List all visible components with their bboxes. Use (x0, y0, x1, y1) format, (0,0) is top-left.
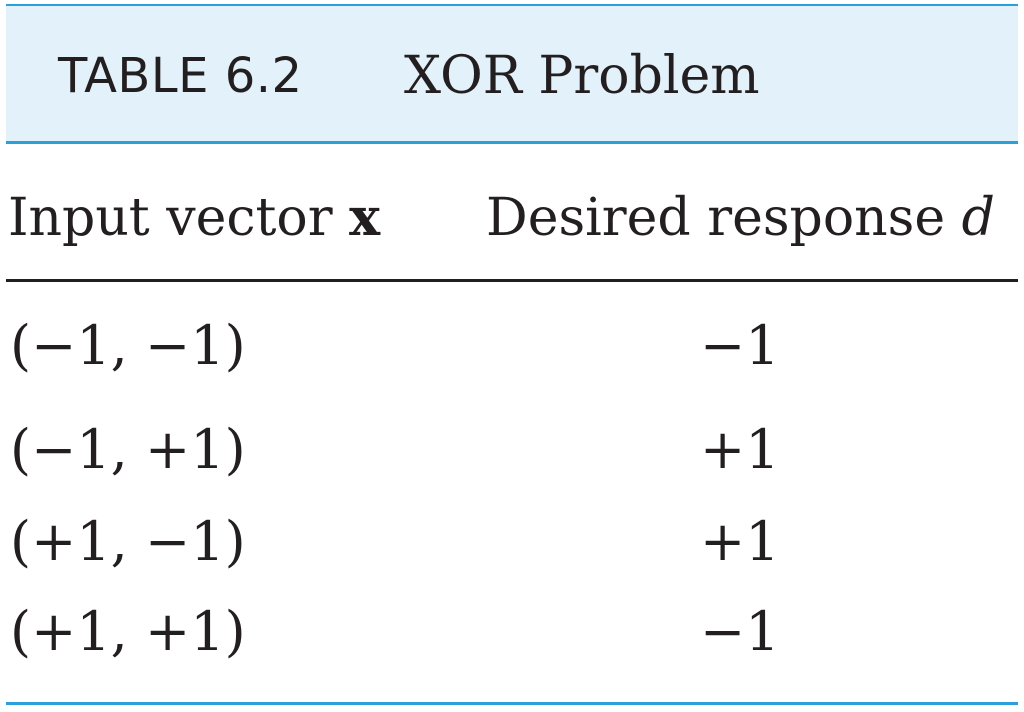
column-header-input-vector: Input vector x (8, 186, 380, 250)
table-row: (−1, +1) +1 (6, 410, 1018, 490)
table-row: (−1, −1) −1 (6, 306, 1018, 386)
table-row: (+1, −1) +1 (6, 502, 1018, 582)
column-header-response-text: Desired response (486, 188, 962, 248)
desired-response-cell: +1 (700, 510, 780, 573)
table-number: TABLE 6.2 (58, 48, 303, 104)
input-vector-cell: (+1, −1) (10, 510, 246, 573)
desired-response-cell: +1 (700, 418, 780, 481)
input-vector-cell: (−1, −1) (10, 314, 246, 377)
table-caption: TABLE 6.2 XOR Problem (6, 4, 1018, 144)
input-vector-cell: (+1, +1) (10, 600, 246, 663)
table-title: XOR Problem (404, 46, 760, 106)
column-header-response-symbol: d (961, 188, 995, 248)
column-header-desired-response: Desired response d (486, 186, 995, 250)
table-bottom-rule (6, 702, 1018, 705)
desired-response-cell: −1 (700, 600, 780, 663)
input-vector-cell: (−1, +1) (10, 418, 246, 481)
table-header-row: Input vector x Desired response d (6, 144, 1018, 282)
column-header-input-symbol: x (349, 187, 381, 248)
table-row: (+1, +1) −1 (6, 592, 1018, 672)
column-header-input-text: Input vector (8, 188, 350, 248)
desired-response-cell: −1 (700, 314, 780, 377)
